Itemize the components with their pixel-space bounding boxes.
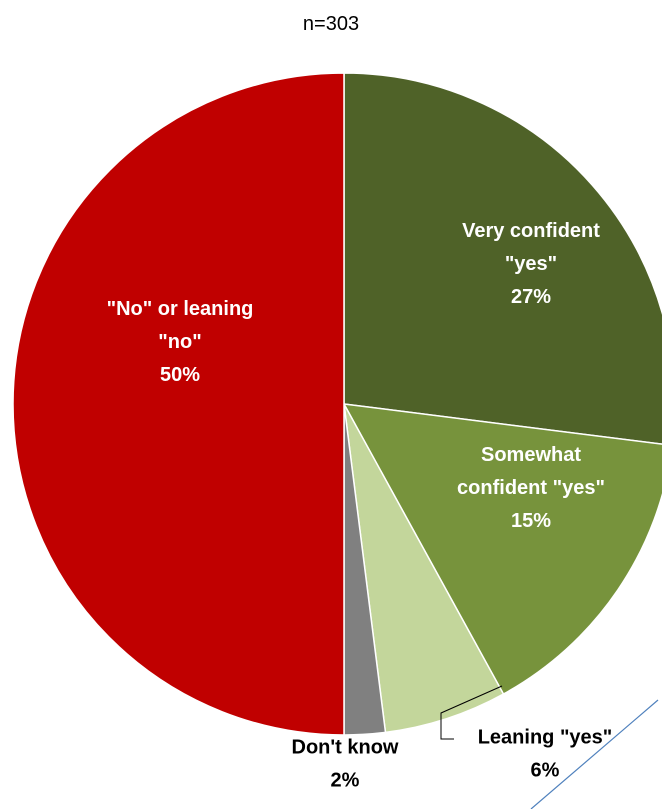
- slice-data-label: Somewhat confident "yes" 15%: [457, 444, 605, 532]
- slice-label-line: 50%: [160, 364, 200, 386]
- pie-slice: [343, 403, 505, 734]
- decorative-diagonal-line: [530, 699, 659, 809]
- slice-label-line: 15%: [511, 510, 551, 532]
- chart-subtitle: n=303: [303, 13, 359, 35]
- slice-label-line: Leaning "yes": [478, 727, 613, 749]
- slice-data-label: "No" or leaning "no" 50%: [107, 298, 254, 386]
- slice-data-label: Don't know 2%: [292, 737, 399, 792]
- slice-label-line: "no": [158, 331, 201, 353]
- slices-layer: [12, 72, 662, 736]
- label-leader-line: [440, 685, 503, 740]
- slice-label-line: 6%: [531, 760, 560, 782]
- slice-label-line: Somewhat: [481, 444, 581, 466]
- slice-data-label: Leaning "yes" 6%: [478, 727, 613, 782]
- slice-label-line: Very confident: [462, 220, 600, 242]
- slice-label-line: "yes": [505, 253, 557, 275]
- pie-slice: [12, 72, 345, 736]
- pie-slice: [343, 72, 662, 445]
- slice-label-line: "No" or leaning: [107, 298, 254, 320]
- pie-slice: [342, 403, 662, 696]
- slice-label-line: confident "yes": [457, 477, 605, 499]
- leader-lines-layer: [440, 685, 503, 740]
- slice-label-line: Don't know: [292, 737, 399, 759]
- slice-label-line: 27%: [511, 286, 551, 308]
- slice-data-label: Very confident "yes" 27%: [462, 220, 600, 308]
- data-labels-layer: Very confident "yes" 27% Somewhat confident …: [107, 220, 613, 792]
- slice-label-line: 2%: [331, 770, 360, 792]
